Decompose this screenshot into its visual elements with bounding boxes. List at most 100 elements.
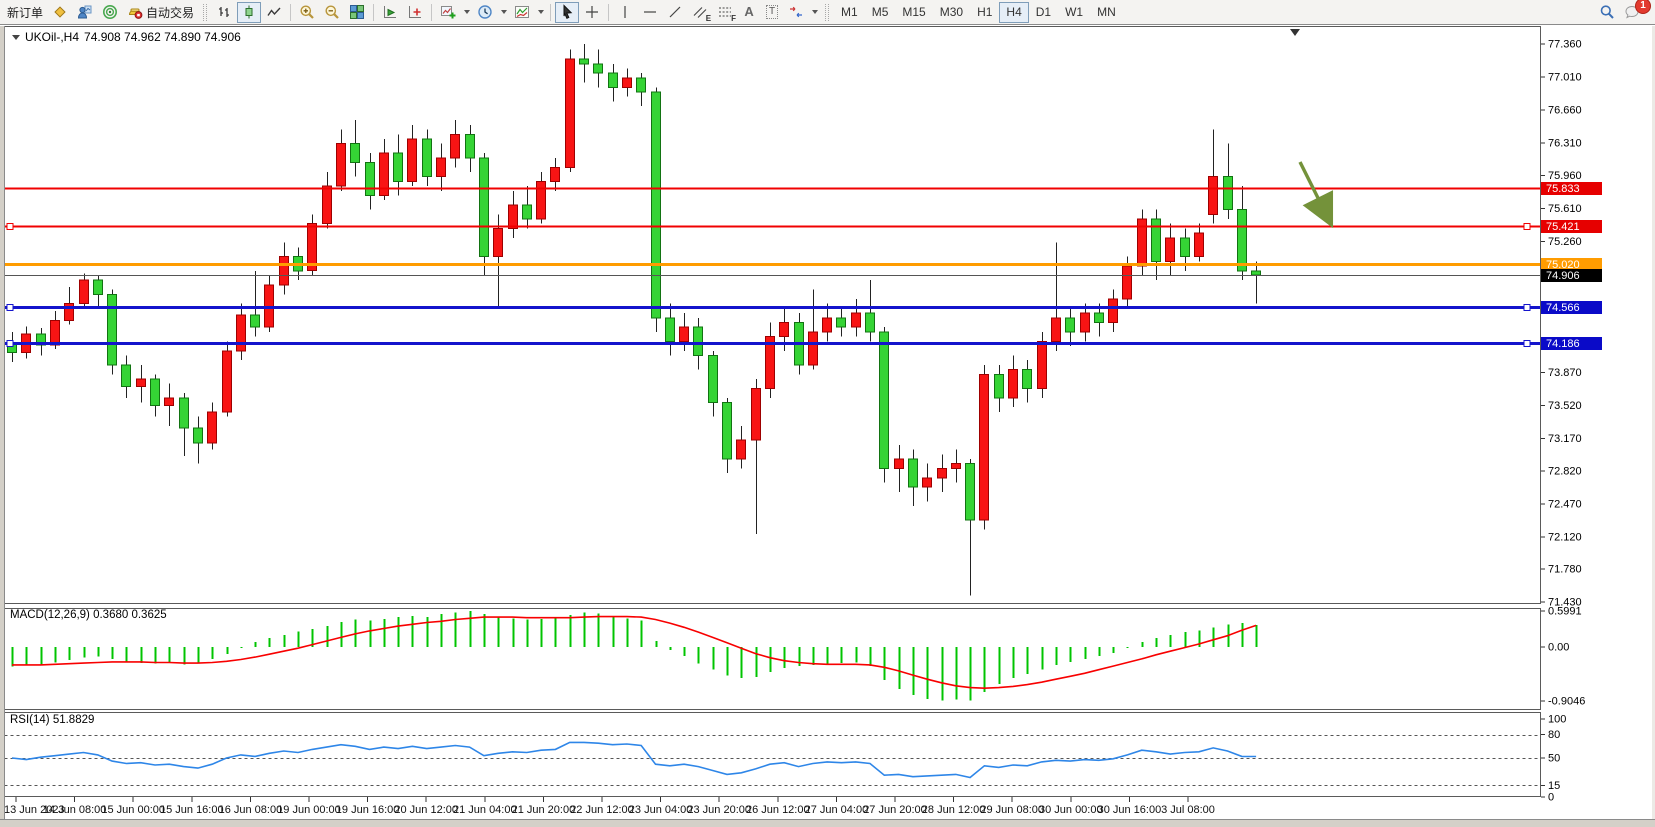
arrows-dropdown[interactable] [809,2,820,23]
toolbar-separator [431,3,433,21]
timeframe-d1[interactable]: D1 [1029,2,1058,23]
tile-windows-button[interactable] [345,2,369,23]
svg-text:74.906: 74.906 [1546,270,1580,282]
periods-button[interactable] [473,2,497,23]
zoom-in-button[interactable] [295,2,319,23]
svg-text:-0.9046: -0.9046 [1548,696,1585,708]
timeframe-m30[interactable]: M30 [933,2,970,23]
svg-text:15 Jun 00:00: 15 Jun 00:00 [101,804,165,816]
cursor-tool-button[interactable] [555,1,580,23]
chart-collapse-icon[interactable] [12,34,20,40]
svg-text:76.310: 76.310 [1548,137,1582,149]
new-order-label: 新订单 [7,5,44,20]
add-indicator-dropdown[interactable] [461,2,472,23]
templates-button[interactable] [510,2,534,23]
autotrading-button[interactable]: 自动交易 [123,2,198,23]
candlestick-chart-button[interactable] [237,1,262,23]
horizontal-line-74.566[interactable]: 74.566 [4,301,1603,314]
timeframe-w1[interactable]: W1 [1058,2,1090,23]
navigator-icon [77,4,93,20]
horizontal-line-icon [642,4,658,20]
chat-button[interactable]: 1 [1620,0,1651,23]
horizontal-line-75.020[interactable]: 75.020 [4,258,1603,271]
periods-dropdown[interactable] [498,2,509,23]
market-watch-icon [52,4,68,20]
arrows-tool-button[interactable] [784,2,808,23]
chevron-down-icon [811,10,818,14]
toolbar-separator [290,3,292,21]
rsi-line [11,741,1257,779]
horizontal-line-75.833[interactable]: 75.833 [4,182,1603,195]
autotrading-label: 自动交易 [146,5,195,20]
tile-windows-icon [349,4,365,20]
templates-icon [514,4,530,20]
chart-shift-marker[interactable] [1290,29,1300,36]
line-chart-button[interactable] [262,2,286,23]
window-left-edge [0,26,5,827]
trendline-tool-button[interactable] [663,2,687,23]
vertical-line-icon [617,4,633,20]
chart-shift-button[interactable] [403,2,427,23]
market-watch-button[interactable] [48,2,72,23]
horizontal-line-tool-button[interactable] [638,2,662,23]
timeframe-h1[interactable]: H1 [970,2,999,23]
autotrading-icon [127,4,143,20]
navigator-button[interactable] [73,2,97,23]
svg-text:30 Jun 16:00: 30 Jun 16:00 [1098,804,1162,816]
chart-shift-icon [407,4,423,20]
text-icon: A [744,4,754,19]
svg-text:75.610: 75.610 [1548,203,1582,215]
bar-chart-button[interactable] [212,2,236,23]
add-indicator-button[interactable] [436,2,460,23]
arrows-icon [788,4,804,20]
new-order-button[interactable]: 新订单 [3,2,47,23]
vertical-line-tool-button[interactable] [613,2,637,23]
svg-text:0.00: 0.00 [1548,642,1569,654]
svg-text:71.780: 71.780 [1548,564,1582,576]
timeframe-h4[interactable]: H4 [999,1,1029,23]
text-label-tool-button[interactable]: T [761,2,783,23]
svg-text:75.421: 75.421 [1546,221,1580,233]
price-axis[interactable]: 77.360 77.010 76.660 76.310 75.960 75.610 75.2… [1541,39,1582,609]
macd-axis[interactable]: 0.5991 0.00 -0.9046 [1541,606,1585,708]
signals-button[interactable] [98,2,122,23]
chart-canvas[interactable]: 77.360 77.010 76.660 76.310 75.960 75.610 75.2… [0,26,1655,827]
horizontal-line-75.421[interactable]: 75.421 [4,220,1603,233]
timeframe-mn[interactable]: MN [1090,2,1123,23]
svg-text:0: 0 [1548,792,1554,804]
timeframe-m15[interactable]: M15 [895,2,932,23]
svg-text:16 Jun 08:00: 16 Jun 08:00 [219,804,283,816]
svg-text:75.020: 75.020 [1546,259,1580,271]
svg-text:15 Jun 16:00: 15 Jun 16:00 [160,804,224,816]
chart-symbol-period: UKOil-,H4 [25,30,80,44]
timeframe-m1[interactable]: M1 [834,2,865,23]
zoom-out-button[interactable] [320,2,344,23]
svg-text:22 Jun 12:00: 22 Jun 12:00 [570,804,634,816]
toolbar-separator [550,3,552,21]
rsi-axis[interactable]: 100 80 50 150 [1541,714,1566,804]
search-button[interactable] [1595,2,1619,23]
candlesticks [7,44,1261,596]
notification-badge: 1 [1635,0,1651,14]
svg-text:72.470: 72.470 [1548,499,1582,511]
chevron-down-icon [500,10,507,14]
window-bottom-edge [0,819,1655,827]
fibonacci-tool-button[interactable]: F [713,2,737,23]
text-tool-button[interactable]: A [738,2,760,23]
svg-text:27 Jun 04:00: 27 Jun 04:00 [805,804,869,816]
equidistant-channel-tool-button[interactable]: E [688,2,712,23]
timeframe-m5[interactable]: M5 [865,2,896,23]
svg-text:74.566: 74.566 [1546,302,1580,314]
toolbar-separator [608,3,610,21]
crosshair-tool-button[interactable] [580,2,604,23]
arrow-annotation[interactable] [1298,161,1334,229]
chevron-down-icon [537,10,544,14]
svg-text:19 Jun 00:00: 19 Jun 00:00 [277,804,341,816]
auto-scroll-button[interactable] [378,2,402,23]
svg-text:72.120: 72.120 [1548,532,1582,544]
templates-dropdown[interactable] [535,2,546,23]
svg-text:15: 15 [1548,780,1560,792]
horizontal-line-74.186[interactable]: 74.186 [4,337,1603,350]
